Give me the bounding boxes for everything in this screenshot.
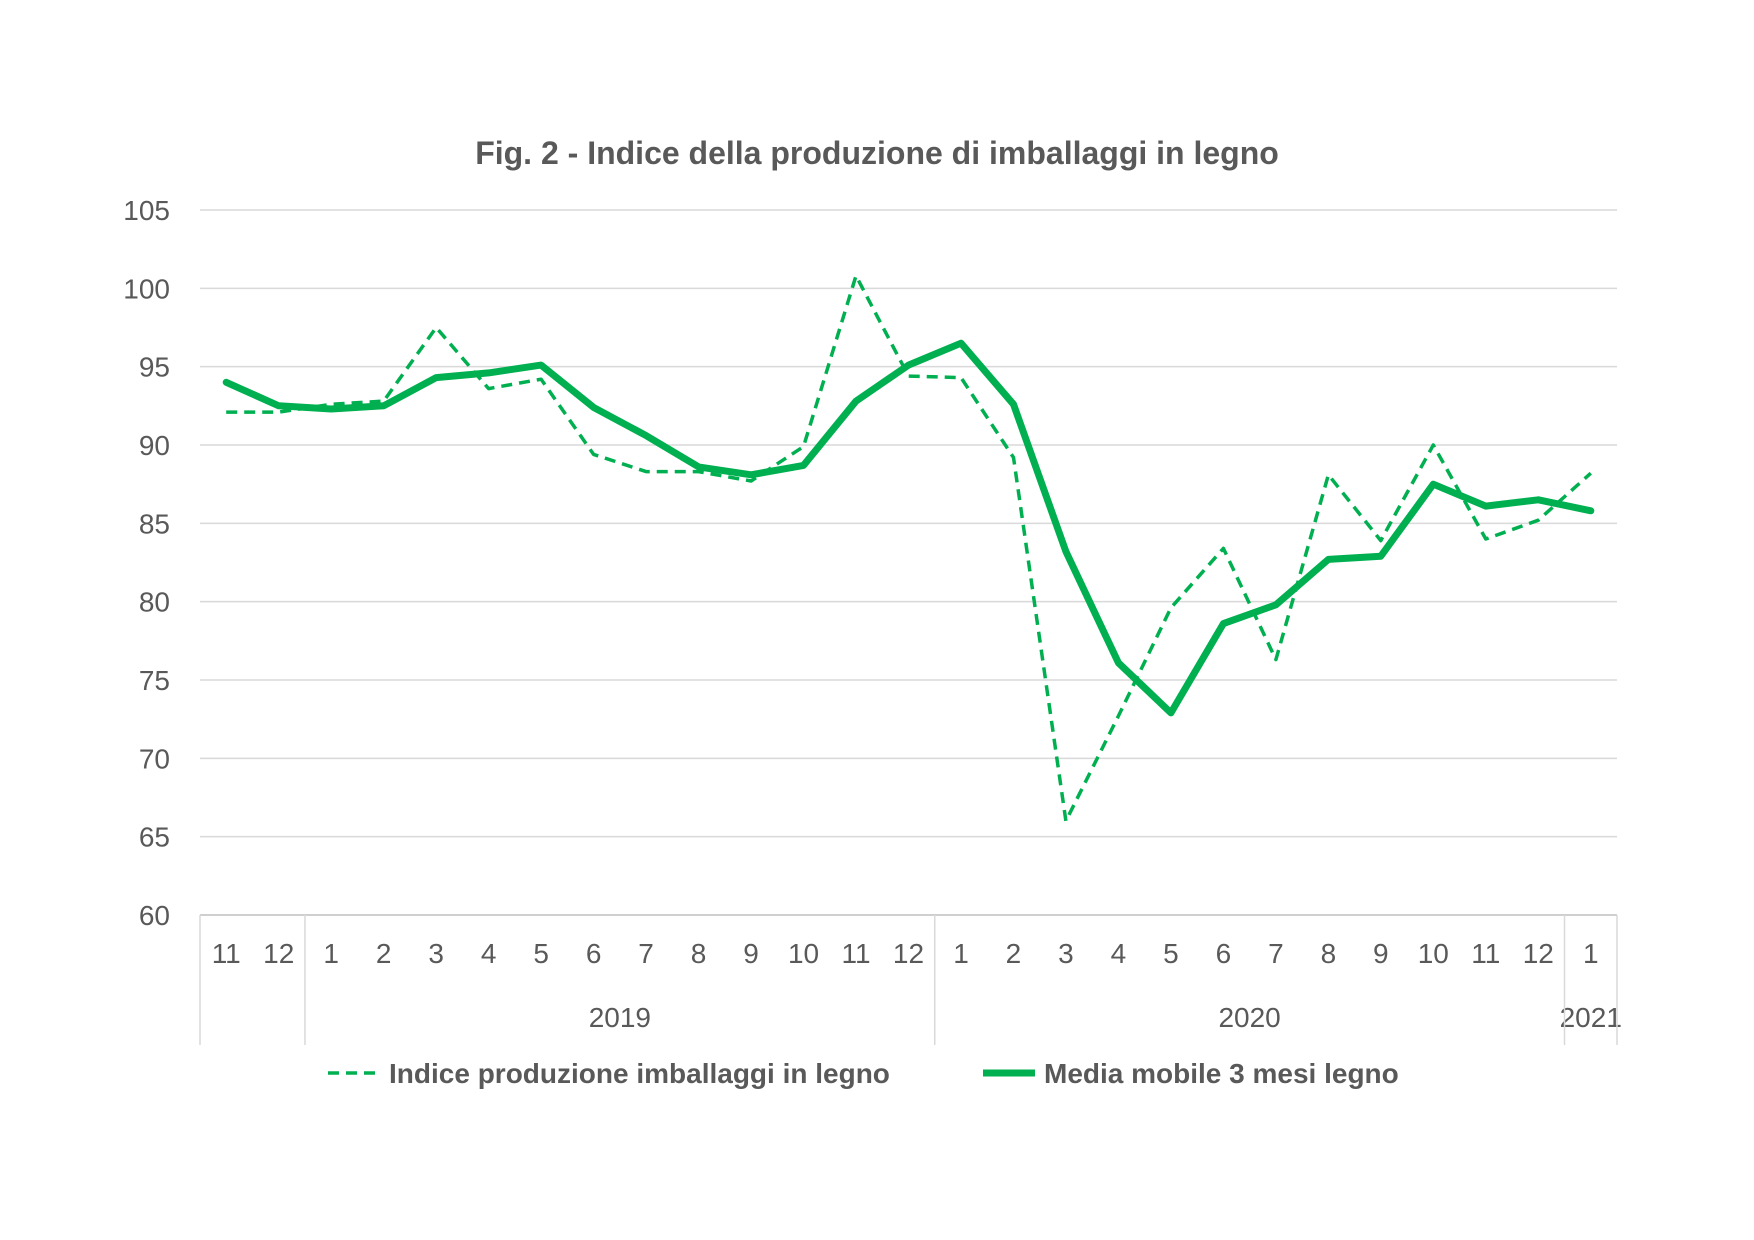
x-tick-label: 11 [841, 938, 870, 969]
x-tick-label: 8 [1321, 938, 1337, 969]
y-tick-label: 90 [139, 430, 170, 461]
x-tick-label: 7 [638, 938, 654, 969]
year-label: 2019 [589, 1002, 651, 1033]
x-tick-label: 9 [1373, 938, 1389, 969]
x-tick-label: 7 [1268, 938, 1284, 969]
y-tick-label: 60 [139, 900, 170, 931]
x-tick-label: 1 [953, 938, 969, 969]
y-tick-label: 85 [139, 508, 170, 539]
legend-label: Indice produzione imballaggi in legno [389, 1058, 890, 1089]
x-tick-label: 2 [1006, 938, 1022, 969]
x-tick-label: 10 [788, 938, 819, 969]
y-tick-label: 100 [123, 273, 170, 304]
series-line-indice [226, 274, 1592, 823]
x-tick-label: 4 [481, 938, 497, 969]
x-tick-label: 6 [1216, 938, 1232, 969]
x-tick-label: 9 [743, 938, 759, 969]
x-tick-label: 12 [893, 938, 924, 969]
y-tick-label: 65 [139, 822, 170, 853]
x-tick-label: 3 [428, 938, 444, 969]
x-tick-label: 8 [691, 938, 707, 969]
y-tick-label: 95 [139, 352, 170, 383]
x-tick-label: 11 [212, 938, 241, 969]
x-tick-label: 6 [586, 938, 602, 969]
x-tick-label: 11 [1471, 938, 1500, 969]
y-axis: 60 65 70 75 80 85 90 95 100 105 [123, 195, 170, 931]
gridlines [200, 209, 1617, 916]
x-tick-label: 1 [323, 938, 339, 969]
x-tick-label: 2 [376, 938, 392, 969]
y-tick-label: 80 [139, 587, 170, 618]
y-tick-label: 75 [139, 665, 170, 696]
year-label: 2020 [1218, 1002, 1280, 1033]
chart-title: Fig. 2 - Indice della produzione di imba… [475, 135, 1279, 171]
legend-label: Media mobile 3 mesi legno [1044, 1058, 1399, 1089]
legend: Indice produzione imballaggi in legno Med… [328, 1058, 1399, 1089]
x-tick-label: 5 [533, 938, 549, 969]
y-tick-label: 105 [123, 195, 170, 226]
x-tick-label: 12 [263, 938, 294, 969]
x-tick-label: 12 [1523, 938, 1554, 969]
x-tick-label: 4 [1111, 938, 1127, 969]
year-label: 2021 [1560, 1002, 1622, 1033]
x-tick-label: 10 [1418, 938, 1449, 969]
series-lines [222, 274, 1595, 823]
x-tick-label: 1 [1583, 938, 1599, 969]
y-tick-label: 70 [139, 743, 170, 774]
x-tick-label: 3 [1058, 938, 1074, 969]
x-tick-label: 5 [1163, 938, 1179, 969]
series-line-media-mobile [222, 339, 1595, 717]
